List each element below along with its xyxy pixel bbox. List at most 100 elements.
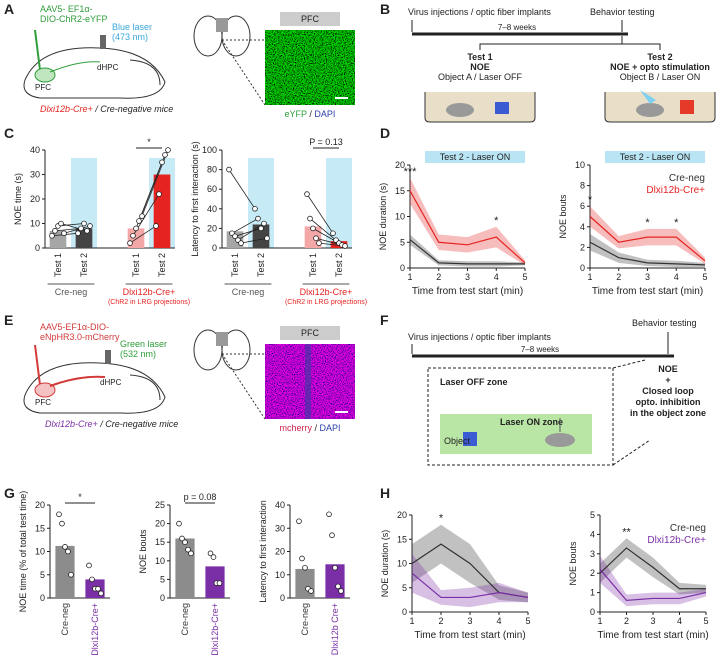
x-tick-label: 3 xyxy=(650,616,655,626)
image-title: PFC xyxy=(301,328,320,338)
panel-label: B xyxy=(380,1,390,17)
annotation: * xyxy=(674,217,679,229)
panel-b: Virus injections / optic fiber implants … xyxy=(408,7,716,123)
x-tick-label: 1 xyxy=(587,272,592,282)
syringe xyxy=(34,29,41,71)
annotation: P = 0.13 xyxy=(309,137,343,147)
data-point xyxy=(342,243,348,249)
data-point xyxy=(313,235,319,242)
object-b xyxy=(680,100,694,114)
region: dHPC xyxy=(97,63,119,72)
data-point xyxy=(329,532,335,539)
region: PFC xyxy=(35,83,51,92)
pfc-site xyxy=(34,382,56,398)
x-axis-label: Time from test start (min) xyxy=(414,630,525,641)
y-tick-label: 0 xyxy=(280,593,285,603)
data-point xyxy=(56,511,62,518)
line xyxy=(411,572,529,599)
timeline-start: Virus injections / optic fiber implants xyxy=(408,7,551,17)
syringe xyxy=(34,344,41,386)
data-point xyxy=(302,564,308,571)
fiber xyxy=(100,35,106,49)
y-tick-label: 8 xyxy=(580,181,585,191)
x-tick-label: 1 xyxy=(407,272,412,282)
data-point xyxy=(238,240,244,246)
bar xyxy=(175,538,195,598)
x-tick-label: Cre-neg xyxy=(180,603,190,636)
mouse xyxy=(636,103,664,117)
panel-f: Virus injections / optic fiber implants … xyxy=(408,318,706,466)
y-tick-label: 6 xyxy=(580,201,585,211)
annotation: * xyxy=(78,492,82,502)
interval: 7–8 weeks xyxy=(498,23,536,32)
image-title: PFC xyxy=(301,14,320,24)
x-tick-label: 2 xyxy=(616,272,621,282)
data-point xyxy=(159,159,165,166)
data-point xyxy=(216,580,223,586)
data-point xyxy=(165,147,171,153)
x-tick-label: 5 xyxy=(522,272,527,282)
x-tick-label: 5 xyxy=(525,616,530,626)
y-tick-label: 20 xyxy=(35,500,45,510)
genotype: Dlxi12b-Cre+ / Cre-negative mice xyxy=(45,419,178,429)
y-tick-label: 0 xyxy=(402,607,407,617)
data-point xyxy=(261,220,267,227)
interval: 7–8 weeks xyxy=(521,345,559,354)
y-axis-label: NOE duration (s) xyxy=(378,183,388,251)
branch xyxy=(479,36,661,50)
group-label: Cre-neg xyxy=(55,287,88,297)
object-a xyxy=(495,102,509,114)
data-point xyxy=(87,223,93,229)
annotation: p = 0.08 xyxy=(184,492,217,502)
annotation: * xyxy=(147,137,151,147)
pair-line xyxy=(129,225,157,244)
y-axis-label: NOE time (s) xyxy=(13,173,23,225)
x-tick-label: 3 xyxy=(465,272,470,282)
line xyxy=(409,239,525,265)
y-tick-label: 4 xyxy=(580,222,585,232)
data-point xyxy=(210,554,217,560)
group-note: (ChR2 in LRG projections) xyxy=(108,299,190,306)
legend-entry: Dlxi12b-Cre+ xyxy=(647,535,706,546)
test-label: Test 2 NOE + opto stimulation xyxy=(610,52,710,72)
y-tick-label: 60 xyxy=(207,184,217,194)
test-label: Test 1 NOE xyxy=(467,52,492,72)
pair-line xyxy=(240,237,268,244)
data-point xyxy=(156,191,162,197)
y-tick-label: 20 xyxy=(275,547,285,557)
line xyxy=(599,568,707,601)
y-tick-label: 20 xyxy=(395,160,405,170)
x-tick-label: Test 2 xyxy=(79,253,89,277)
y-tick-label: 20 xyxy=(30,194,40,204)
annotation: ** xyxy=(622,526,631,538)
data-point xyxy=(182,539,188,545)
y-tick-label: 20 xyxy=(155,519,165,529)
laser-light xyxy=(640,90,656,104)
x-tick-label: 3 xyxy=(467,616,472,626)
x-tick-label: Cre-neg xyxy=(300,603,310,636)
data-point xyxy=(299,555,305,562)
x-tick-label: Test 1 xyxy=(131,253,141,277)
x-tick-label: 2 xyxy=(436,272,441,282)
y-tick-label: 40 xyxy=(275,500,285,510)
y-tick-label: 5 xyxy=(402,583,407,593)
header-box xyxy=(425,151,525,163)
y-tick-label: 0 xyxy=(40,593,45,603)
test-cond: Object B / Laser ON xyxy=(620,72,701,82)
stain: eYFP / DAPI xyxy=(285,109,336,119)
data-point xyxy=(162,152,168,158)
group-label: Dlxi12b-Cre+ xyxy=(123,287,176,297)
data-point xyxy=(226,166,232,173)
x-tick-label: 5 xyxy=(703,616,708,626)
pair-line xyxy=(63,225,91,234)
y-axis-label: NOE bouts xyxy=(138,529,148,574)
shade xyxy=(326,158,352,248)
x-tick-label: Test 1 xyxy=(308,253,318,277)
projection xyxy=(49,61,101,73)
x-tick-label: 5 xyxy=(702,272,707,282)
x-tick-label: Test 1 xyxy=(230,253,240,277)
x-tick-label: 2 xyxy=(438,616,443,626)
y-tick-label: 0 xyxy=(590,607,595,617)
legend-entry: Dlxi12b-Cre+ xyxy=(646,185,705,196)
